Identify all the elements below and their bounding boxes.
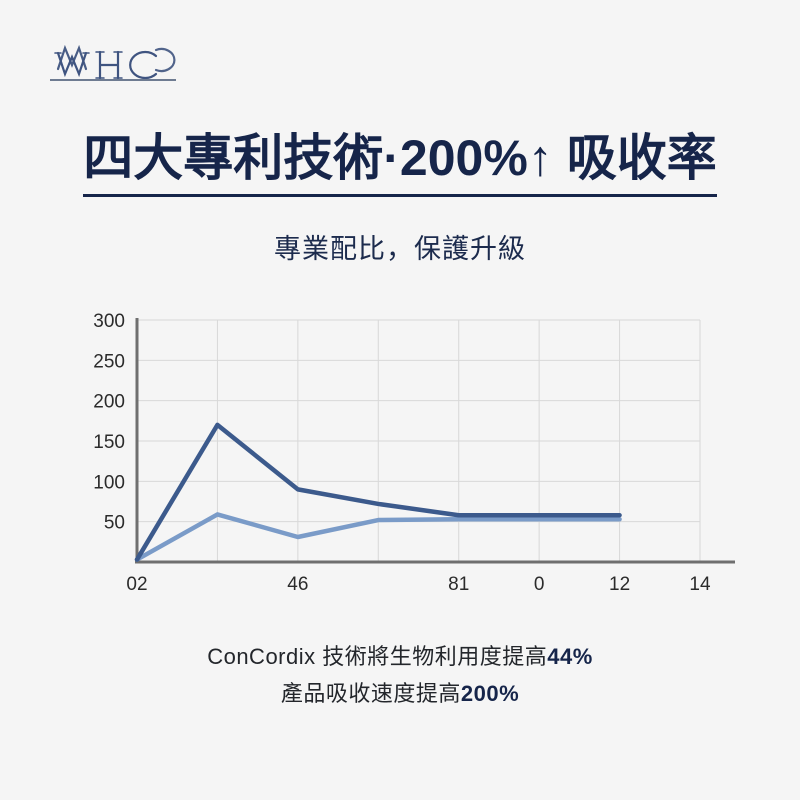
chart-caption: ConCordix 技術將生物利用度提高44% 產品吸收速度提高200% [0, 638, 800, 712]
chart-canvas: 50 100 150 200 250 300 02 46 81 0 12 14 [93, 311, 735, 595]
whc-monogram-icon [54, 44, 176, 80]
y-axis-tick-label: 300 [93, 311, 125, 332]
page-subtitle: 專業配比，保護升級 [274, 234, 526, 264]
caption-line-1-text: ConCordix 技術將生物利用度提高 [207, 644, 548, 669]
page-title-text: 四大專利技術·200%↑ 吸收率 [83, 128, 717, 197]
x-axis-tick-label: 02 [126, 574, 147, 595]
series-line-standard [134, 512, 622, 562]
y-axis-tick-label: 50 [104, 513, 125, 534]
series-line-concordix [134, 422, 622, 562]
y-axis-tick-label: 100 [93, 472, 125, 493]
y-axis-tick-label: 150 [93, 432, 125, 453]
caption-line-2: 產品吸收速度提高200% [0, 675, 800, 712]
y-axis-tick-label: 250 [93, 351, 125, 372]
x-axis-tick-label: 46 [287, 574, 308, 595]
chart-gridlines [136, 319, 701, 562]
chart-axis-lines [135, 318, 735, 564]
y-axis-tick-label: 200 [93, 392, 125, 413]
page-title: 四大專利技術·200%↑ 吸收率 [0, 128, 800, 197]
logo-rule [50, 79, 176, 81]
x-axis-tick-label: 14 [689, 574, 711, 595]
brand-logo [48, 22, 178, 88]
x-axis-tick-label: 81 [448, 574, 469, 595]
chart-x-axis-labels: 02 46 81 0 12 14 [126, 574, 711, 595]
absorption-line-chart: 50 100 150 200 250 300 02 46 81 0 12 14 [0, 300, 800, 600]
chart-y-axis-labels: 50 100 150 200 250 300 [93, 311, 125, 534]
caption-line-1-highlight: 44% [547, 644, 593, 669]
x-axis-tick-label: 12 [609, 574, 630, 595]
chart-series-group [134, 422, 622, 562]
caption-line-2-highlight: 200% [460, 681, 520, 706]
caption-line-1: ConCordix 技術將生物利用度提高44% [0, 638, 800, 675]
x-axis-tick-label: 0 [534, 574, 545, 595]
caption-line-2-text: 產品吸收速度提高 [280, 681, 461, 706]
